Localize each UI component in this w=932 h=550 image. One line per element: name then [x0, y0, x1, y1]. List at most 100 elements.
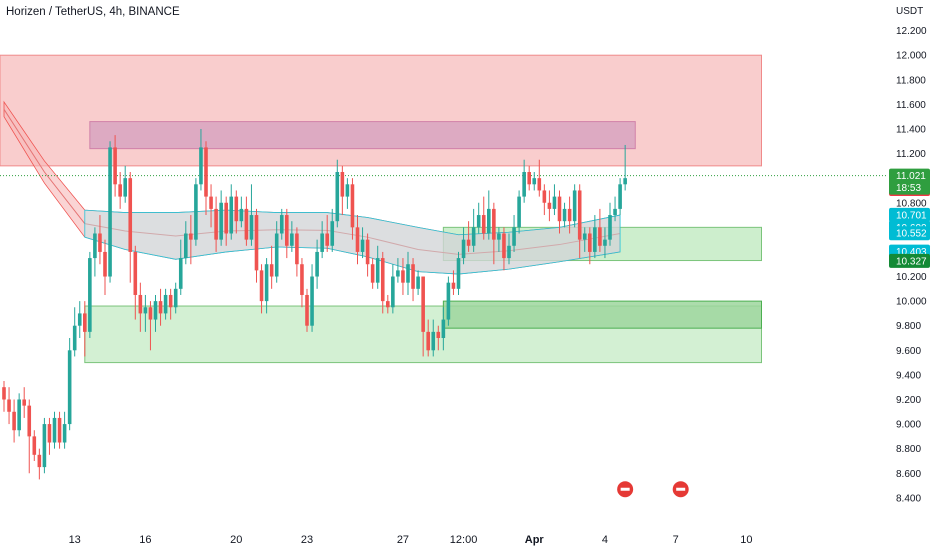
candle-body: [93, 233, 97, 259]
candle-body: [98, 233, 102, 252]
y-tick-label: 9.200: [896, 395, 921, 406]
candle-body: [173, 288, 178, 308]
candle-body: [522, 172, 526, 197]
event-icon-mark: [676, 487, 686, 491]
candle-body: [128, 178, 133, 252]
candle-body: [219, 202, 223, 240]
candle-body: [234, 196, 239, 222]
candle-body: [456, 258, 461, 289]
ma-band-cyan: [84, 209, 621, 275]
ma-midline: [3, 109, 621, 255]
candle-body: [239, 208, 244, 222]
candle-body: [557, 196, 562, 222]
last-price-bg: [889, 168, 930, 195]
price-label: 10.701: [896, 210, 927, 221]
candle-body: [603, 239, 607, 246]
candle-body: [77, 313, 82, 326]
candle-body: [22, 399, 26, 406]
candle-body: [52, 417, 57, 443]
candle-body: [42, 424, 47, 468]
candle-body: [62, 424, 67, 443]
candle-body: [72, 325, 77, 351]
candle-body: [184, 233, 188, 259]
candle-body: [497, 233, 501, 240]
candle-body: [47, 424, 52, 443]
y-tick-label: 10.000: [896, 297, 927, 308]
candle-body: [492, 208, 496, 240]
candle-body: [295, 233, 299, 265]
y-tick-label: 11.600: [896, 100, 926, 111]
event-icon: [617, 481, 634, 498]
candle-body: [598, 227, 602, 246]
y-tick-label: 11.200: [896, 149, 926, 160]
candle-body: [300, 264, 304, 295]
candle-body: [335, 172, 340, 222]
candle-body: [67, 350, 72, 425]
candle-body: [507, 245, 511, 259]
candle-body: [330, 221, 335, 246]
candle-body: [123, 178, 127, 197]
candle-body: [618, 184, 622, 209]
y-tick-label: 11.800: [896, 75, 926, 86]
x-tick-label: 16: [139, 534, 151, 546]
last-price-label: 11.021: [896, 171, 926, 182]
candle-body: [259, 270, 264, 302]
x-tick-label: 20: [230, 534, 242, 546]
candle-body: [512, 227, 516, 246]
candle-body: [274, 233, 279, 277]
price-label-bg: [889, 226, 930, 241]
candle-body: [305, 294, 309, 326]
candle-body: [244, 208, 249, 240]
price-label: 10.403: [896, 247, 927, 258]
y-tick-label: 8.400: [896, 493, 921, 504]
candle-body: [582, 233, 587, 240]
y-axis-unit: USDT: [896, 6, 924, 17]
x-tick-label: 4: [602, 534, 608, 546]
candle-body: [502, 233, 506, 259]
candle-body: [436, 331, 441, 339]
y-tick-label: 9.000: [896, 420, 921, 431]
candle-body: [189, 233, 193, 240]
candle-body: [370, 264, 375, 283]
candle-body: [406, 264, 410, 283]
candle-body: [153, 301, 158, 320]
candle-body: [310, 276, 314, 326]
candle-body: [209, 196, 213, 209]
price-label-bg: [889, 207, 930, 222]
candle-body: [214, 208, 218, 240]
y-tick-label: 9.800: [896, 321, 921, 332]
candle-body: [396, 270, 400, 277]
candle-body: [532, 178, 537, 185]
x-tick-label: 7: [673, 534, 679, 546]
candle-body: [380, 258, 385, 302]
candle-body: [613, 208, 617, 216]
candle-body: [517, 196, 521, 228]
candle-body: [138, 294, 143, 314]
candle-body: [552, 196, 557, 209]
candle-body: [285, 215, 289, 246]
candle-body: [446, 282, 451, 320]
candle-body: [2, 387, 6, 400]
candle-body: [431, 331, 436, 351]
candle-body: [17, 399, 21, 431]
candle-body: [57, 417, 62, 443]
candle-body: [254, 215, 259, 271]
candle-body: [199, 147, 203, 185]
candle-body: [471, 227, 476, 246]
candle-body: [118, 184, 122, 197]
y-tick-label: 11.400: [896, 124, 926, 135]
candle-body: [7, 399, 11, 412]
candle-body: [320, 233, 324, 252]
candle-body: [401, 270, 405, 283]
candle-body: [411, 264, 415, 289]
y-tick-label: 9.400: [896, 370, 921, 381]
candle-body: [487, 208, 491, 234]
countdown-label: 18:53: [896, 183, 921, 194]
candle-body: [269, 264, 274, 277]
candle-body: [88, 258, 92, 332]
x-tick-label: 12:00: [450, 534, 478, 546]
candle-body: [608, 215, 612, 240]
event-icon: [672, 481, 689, 498]
